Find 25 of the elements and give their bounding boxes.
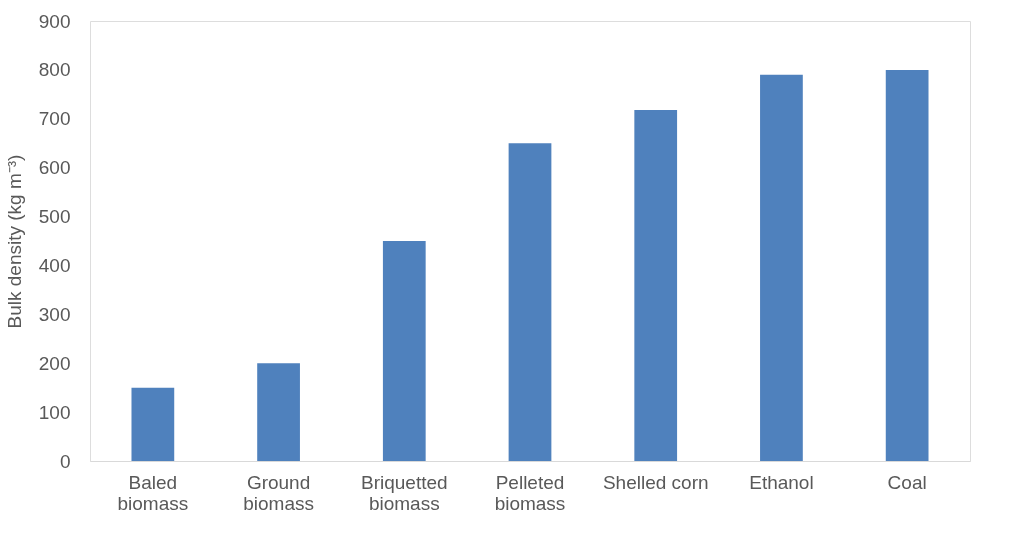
bar [131,387,175,461]
y-tick-label: 100 [38,401,71,423]
bar [508,143,552,461]
bar [634,109,678,461]
y-tick-label: 700 [38,108,71,130]
x-tick-label: Briquetted biomass [360,471,448,514]
x-tick-label: Pelleted biomass [494,471,566,514]
y-tick-label: 200 [38,352,71,374]
x-tick-label: Baled biomass [117,471,189,514]
x-tick-label: Shelled corn [602,471,709,493]
y-tick-label: 500 [38,206,71,228]
bar [760,74,803,461]
y-tick-label: 400 [38,254,71,276]
x-tick-label: Ground biomass [243,471,314,514]
x-tick-label: Ethanol [749,471,814,493]
y-tick-label: 0 [59,450,71,472]
bar [257,363,300,461]
y-tick-label: 800 [38,59,71,81]
x-tick-label: Coal [887,471,927,493]
y-tick-label: 900 [38,10,71,32]
y-tick-label: 300 [38,303,71,325]
bar [885,69,929,461]
bar [382,241,426,461]
y-tick-label: 600 [38,157,71,179]
y-axis-title: Bulk density (kg m⁻³) [3,154,25,329]
